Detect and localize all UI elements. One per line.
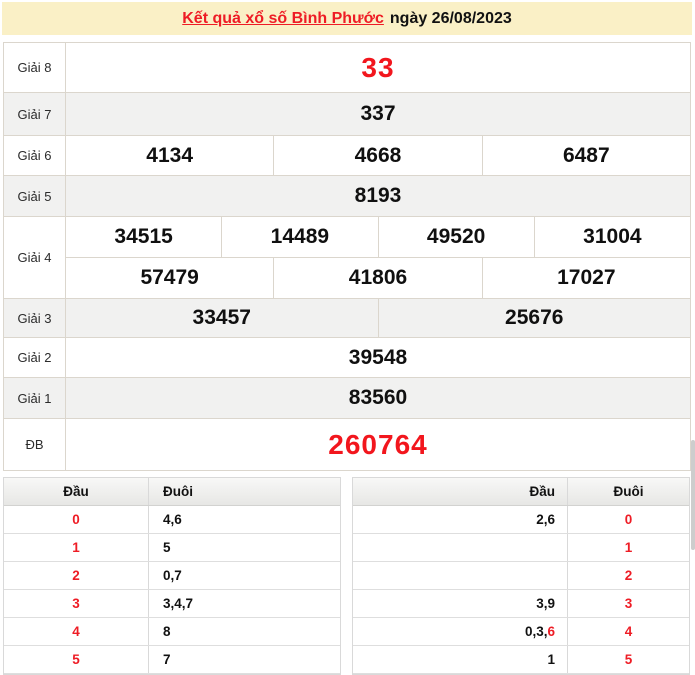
prize-number: 6487 xyxy=(562,143,610,167)
table-header-row: Đầu Đuôi xyxy=(353,478,689,506)
table-row: 3 3,4,7 xyxy=(4,590,340,618)
prize-row-giai-6: Giải 6 4134 4668 6487 xyxy=(4,136,690,176)
prize-number: 4668 xyxy=(274,136,483,175)
prize-row-giai-4: Giải 4 34515 14489 49520 31004 57479 418… xyxy=(4,217,690,299)
prize-number: 33457 xyxy=(66,299,379,337)
duoi-column-header: Đuôi xyxy=(613,484,644,499)
duoi-digits: 0,7 xyxy=(163,568,182,583)
prize-number: 31004 xyxy=(583,225,642,248)
prize-row-giai-7: Giải 7 337 xyxy=(4,93,690,136)
prize-row-giai-1: Giải 1 83560 xyxy=(4,378,690,419)
prize-number: 39548 xyxy=(348,345,408,369)
duoi-digits: 8 xyxy=(163,624,171,639)
prize-number: 57479 xyxy=(66,258,275,298)
prize-label: Giải 3 xyxy=(4,299,66,337)
dau-digit: 3 xyxy=(4,590,149,617)
table-row: 1 5 xyxy=(353,646,689,674)
header-bar: Kết quả xổ số Bình Phước ngày 26/08/2023 xyxy=(2,2,692,35)
duoi-column-header: Đuôi xyxy=(163,484,193,499)
duoi-digit: 4 xyxy=(624,624,633,639)
table-row: 1 xyxy=(353,534,689,562)
prize-row-giai-2: Giải 2 39548 xyxy=(4,338,690,378)
duoi-digit: 1 xyxy=(624,540,633,555)
prize-row-db: ĐB 260764 xyxy=(4,419,690,470)
prize-row-giai-5: Giải 5 8193 xyxy=(4,176,690,217)
dau-digit-special: 6 xyxy=(547,624,555,639)
prize-number: 337 xyxy=(360,102,396,125)
results-table: Giải 8 33 Giải 7 337 Giải 6 4134 4668 64… xyxy=(3,42,691,471)
prize-label: ĐB xyxy=(4,419,66,470)
duoi-digits: 5 xyxy=(163,540,171,555)
head-tail-table-left: Đầu Đuôi 0 4,6 1 5 2 0,7 3 3,4,7 4 8 xyxy=(3,477,341,675)
prize-subrow: 57479 41806 17027 xyxy=(66,258,690,298)
table-row: 5 7 xyxy=(4,646,340,674)
title-date: ngày 26/08/2023 xyxy=(389,9,512,27)
duoi-digit: 3 xyxy=(624,596,633,611)
prize-number: 14489 xyxy=(222,217,379,257)
table-row: 0 4,6 xyxy=(4,506,340,534)
table-header-row: Đầu Đuôi xyxy=(4,478,340,506)
dau-digits-black: 0,3, xyxy=(524,624,548,639)
dau-digits: 3,9 xyxy=(353,590,568,617)
head-tail-section: Đầu Đuôi 0 4,6 1 5 2 0,7 3 3,4,7 4 8 xyxy=(3,477,691,675)
prize-label: Giải 2 xyxy=(4,338,66,377)
dau-digit: 1 xyxy=(4,534,149,561)
table-row: 4 8 xyxy=(4,618,340,646)
dau-digits: 0,3, 6 xyxy=(353,618,568,645)
duoi-digits: 7 xyxy=(163,652,171,667)
dau-digits-black: 3,9 xyxy=(536,596,555,611)
prize-label: Giải 8 xyxy=(4,43,66,92)
prize-number: 33 xyxy=(361,51,395,83)
table-row: 2 xyxy=(353,562,689,590)
table-row: 2,6 0 xyxy=(353,506,689,534)
prize-number: 25676 xyxy=(505,306,564,329)
prize-row-giai-3: Giải 3 33457 25676 xyxy=(4,299,690,338)
dau-column-header: Đầu xyxy=(4,478,149,505)
prize-row-giai-8: Giải 8 33 xyxy=(4,43,690,93)
scrollbar-thumb[interactable] xyxy=(691,440,695,550)
dau-digit: 0 xyxy=(4,506,149,533)
duoi-digit: 5 xyxy=(624,652,633,667)
table-row: 2 0,7 xyxy=(4,562,340,590)
prize-number: 41806 xyxy=(274,258,483,298)
title-link[interactable]: Kết quả xổ số Bình Phước xyxy=(182,9,384,27)
prize-label: Giải 4 xyxy=(4,217,66,298)
table-row: 3,9 3 xyxy=(353,590,689,618)
duoi-digits: 3,4,7 xyxy=(163,596,194,611)
duoi-digit: 2 xyxy=(624,568,633,583)
dau-column-header: Đầu xyxy=(353,478,568,505)
head-tail-table-right: Đầu Đuôi 2,6 0 1 2 3,9 3 0,3, 6 4 xyxy=(352,477,690,675)
table-row: 0,3, 6 4 xyxy=(353,618,689,646)
table-row: 1 5 xyxy=(4,534,340,562)
duoi-digits: 4,6 xyxy=(163,512,182,527)
dau-digits xyxy=(353,534,568,561)
prize-label: Giải 1 xyxy=(4,378,66,418)
prize-number: 17027 xyxy=(557,266,616,289)
prize-number: 34515 xyxy=(66,217,223,257)
dau-digit: 4 xyxy=(4,618,149,645)
prize-number: 49520 xyxy=(379,217,535,257)
prize-label: Giải 5 xyxy=(4,176,66,216)
prize-label: Giải 7 xyxy=(4,93,66,135)
dau-digits: 1 xyxy=(353,646,568,673)
dau-digit: 5 xyxy=(4,646,149,673)
dau-digits xyxy=(353,562,568,589)
prize-number: 4134 xyxy=(66,136,275,175)
prize-number-special: 260764 xyxy=(328,428,428,460)
prize-label: Giải 6 xyxy=(4,136,66,175)
prize-subrow: 34515 14489 49520 31004 xyxy=(66,217,690,258)
dau-digit: 2 xyxy=(4,562,149,589)
dau-digits: 2,6 xyxy=(353,506,568,533)
duoi-digit: 0 xyxy=(624,512,633,527)
prize-number: 8193 xyxy=(354,184,402,207)
dau-digits-black: 1 xyxy=(547,652,555,667)
prize-number: 83560 xyxy=(348,386,408,409)
dau-digits-black: 2,6 xyxy=(536,512,555,527)
